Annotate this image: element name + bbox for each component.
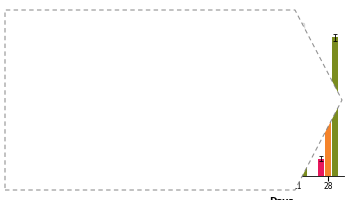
- Bar: [301, 59, 307, 176]
- Bar: [294, 128, 301, 176]
- Bar: [288, 154, 294, 176]
- Bar: [226, 172, 232, 176]
- Bar: [263, 102, 270, 176]
- Legend: Control, Bacillus subtilis, Pseudomonas aeruginosa: Control, Bacillus subtilis, Pseudomonas …: [223, 23, 304, 43]
- Bar: [257, 159, 263, 176]
- X-axis label: Days: Days: [270, 197, 294, 200]
- Y-axis label: Biodegradation (%): Biodegradation (%): [196, 64, 202, 132]
- Bar: [318, 159, 324, 176]
- Bar: [270, 72, 276, 176]
- Bar: [325, 102, 331, 176]
- Bar: [332, 37, 338, 176]
- Bar: [239, 141, 246, 176]
- Polygon shape: [5, 10, 342, 190]
- Bar: [233, 167, 239, 176]
